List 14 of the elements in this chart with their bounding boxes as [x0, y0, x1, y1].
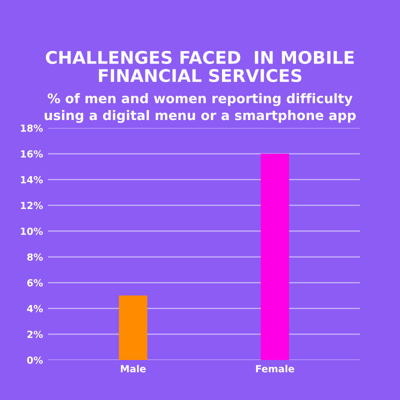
x-tick-label: Female: [256, 364, 294, 372]
y-tick-label: 14%: [20, 176, 43, 184]
y-tick-label: 12%: [20, 202, 43, 210]
y-tick-label: 10%: [20, 228, 43, 235]
y-tick-label: 2%: [27, 330, 43, 338]
y-tick-label: 6%: [27, 279, 43, 286]
chart-subtitle: % of men and women reporting difficulty using a digital menu or a smartphone app: [44, 93, 356, 123]
x-tick-label: Male: [120, 364, 146, 372]
y-tick-label: 0%: [27, 356, 43, 364]
y-tick-label: 8%: [27, 253, 43, 261]
y-tick-label: 18%: [20, 124, 43, 132]
chart-title: CHALLENGES FACED IN MOBILE FINANCIAL SERVICES: [46, 50, 354, 82]
y-tick-label: 16%: [20, 150, 43, 158]
y-tick-label: 4%: [27, 304, 43, 312]
